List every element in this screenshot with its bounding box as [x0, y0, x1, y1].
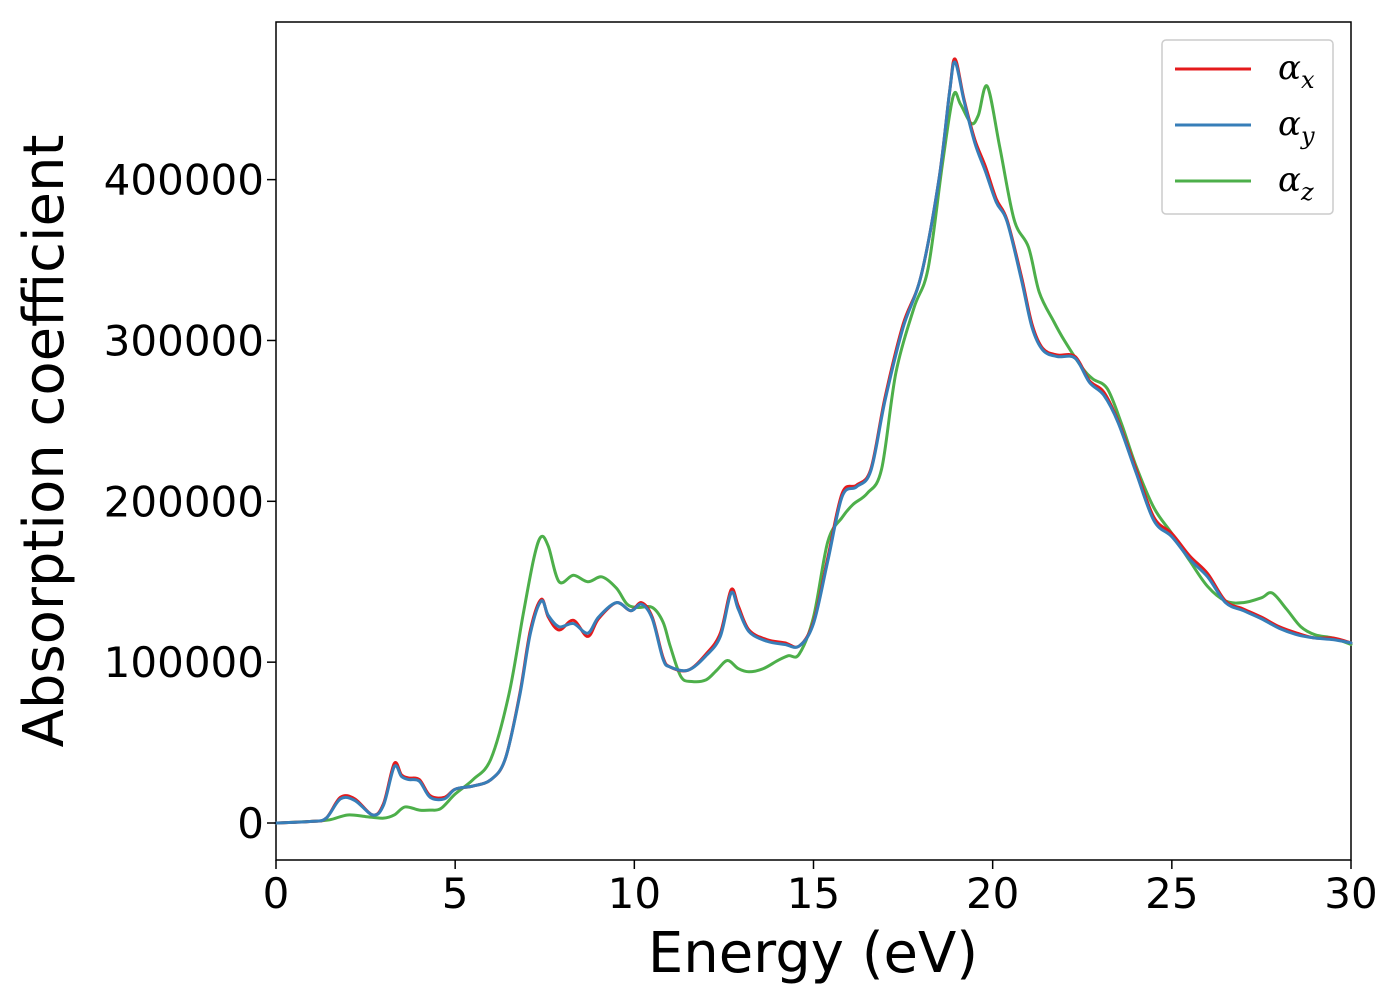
- y-axis-ticks: 0 100000 200000 300000 400000: [104, 156, 276, 848]
- legend-label-subscript: z: [1300, 178, 1314, 206]
- legend-label-alpha-z: αz: [1278, 160, 1314, 206]
- y-tick-label: 300000: [104, 316, 264, 365]
- legend-label-alpha-y: αy: [1278, 104, 1315, 150]
- legend-box: [1161, 39, 1334, 215]
- y-tick-label: 400000: [104, 156, 264, 205]
- y-tick-label: 100000: [104, 638, 264, 687]
- x-tick-label: 0: [263, 869, 290, 918]
- y-tick-label: 0: [237, 799, 264, 848]
- y-axis-title: Absorption coefficient: [12, 135, 77, 748]
- x-tick-label: 10: [608, 869, 661, 918]
- x-tick-label: 20: [966, 869, 1019, 918]
- x-tick-label: 25: [1145, 869, 1198, 918]
- legend-label-symbol: α: [1278, 104, 1301, 144]
- series-layer: [274, 57, 1353, 825]
- x-tick-label: 15: [787, 869, 840, 918]
- x-axis-ticks: 0 5 10 15 20 25 30: [263, 860, 1378, 918]
- legend-label-symbol: α: [1278, 48, 1301, 88]
- x-tick-label: 30: [1324, 869, 1377, 918]
- series-line-alpha-y: [274, 60, 1353, 825]
- legend-label-subscript: y: [1300, 122, 1315, 150]
- legend-label-alpha-x: αx: [1278, 48, 1315, 94]
- legend-label-subscript: x: [1301, 66, 1315, 94]
- x-axis-title: Energy (eV): [648, 921, 978, 986]
- y-tick-label: 200000: [104, 477, 264, 526]
- x-tick-label: 5: [442, 869, 469, 918]
- legend-label-symbol: α: [1278, 160, 1301, 200]
